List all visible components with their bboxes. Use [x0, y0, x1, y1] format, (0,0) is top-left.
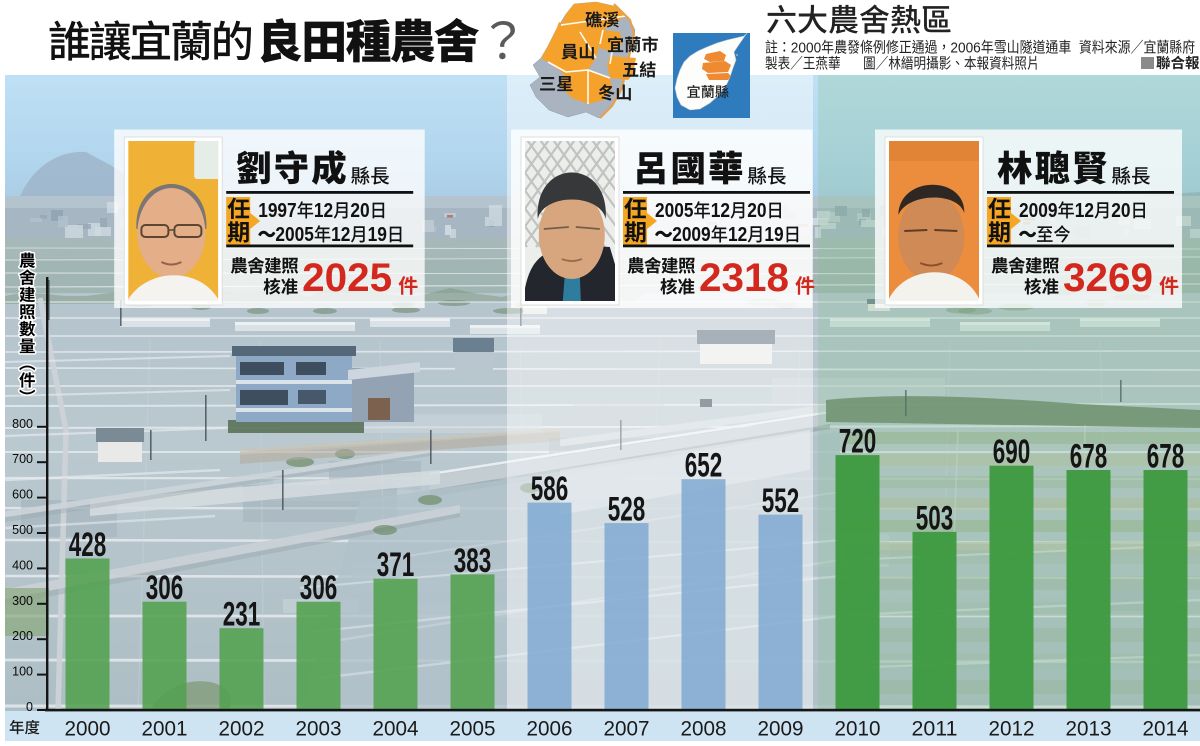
svg-text:2007: 2007	[604, 717, 650, 741]
svg-text:2001: 2001	[142, 717, 188, 741]
svg-text:371: 371	[377, 546, 415, 584]
svg-text:19: 19	[368, 223, 387, 246]
svg-text:12: 12	[728, 223, 747, 246]
svg-text:2005: 2005	[275, 223, 314, 246]
svg-text:306: 306	[146, 569, 184, 607]
svg-text:428: 428	[69, 526, 107, 564]
svg-text:0: 0	[26, 700, 33, 714]
svg-text:20: 20	[747, 199, 766, 222]
svg-text:306: 306	[300, 569, 338, 607]
svg-text:678: 678	[1147, 438, 1185, 476]
svg-text:600: 600	[12, 488, 33, 502]
svg-text:2000: 2000	[65, 717, 111, 741]
svg-text:720: 720	[839, 423, 877, 461]
svg-text:528: 528	[608, 491, 646, 529]
svg-text:678: 678	[1070, 438, 1108, 476]
svg-text:2002: 2002	[219, 717, 265, 741]
svg-text:12: 12	[331, 223, 350, 246]
svg-text:2008: 2008	[681, 717, 727, 741]
svg-text:2004: 2004	[373, 717, 419, 741]
svg-text:800: 800	[12, 417, 33, 431]
svg-text:2000: 2000	[791, 40, 821, 57]
svg-text:1997: 1997	[258, 199, 297, 222]
svg-text:400: 400	[12, 558, 33, 572]
svg-text:100: 100	[12, 665, 33, 679]
svg-text:383: 383	[454, 542, 492, 580]
svg-text:690: 690	[993, 433, 1031, 471]
svg-text:2006: 2006	[950, 40, 980, 57]
svg-text:652: 652	[685, 447, 723, 485]
svg-text:586: 586	[531, 470, 569, 508]
svg-text:12: 12	[711, 199, 730, 222]
svg-text:2011: 2011	[912, 717, 958, 741]
svg-text:2013: 2013	[1066, 717, 1112, 741]
svg-text:300: 300	[12, 594, 33, 608]
svg-text:552: 552	[762, 482, 800, 520]
svg-text:2005: 2005	[655, 199, 694, 222]
svg-text:2010: 2010	[835, 717, 881, 741]
svg-text:20: 20	[350, 199, 369, 222]
svg-text:2009: 2009	[1019, 199, 1058, 222]
svg-text:2012: 2012	[989, 717, 1035, 741]
svg-text:500: 500	[12, 523, 33, 537]
svg-text:700: 700	[12, 452, 33, 466]
svg-text:12: 12	[314, 199, 333, 222]
svg-text:2005: 2005	[450, 717, 496, 741]
svg-text:2318: 2318	[699, 256, 789, 300]
svg-text:200: 200	[12, 629, 33, 643]
svg-text:2009: 2009	[758, 717, 804, 741]
svg-text:231: 231	[223, 596, 261, 634]
svg-text:2003: 2003	[296, 717, 342, 741]
svg-text:2009: 2009	[672, 223, 711, 246]
svg-text:3269: 3269	[1063, 256, 1153, 300]
svg-text:20: 20	[1111, 199, 1130, 222]
svg-text:503: 503	[916, 499, 954, 537]
svg-text:19: 19	[764, 223, 783, 246]
svg-text:2014: 2014	[1143, 717, 1189, 741]
svg-text:2006: 2006	[527, 717, 573, 741]
svg-text:2025: 2025	[302, 256, 392, 300]
svg-text:12: 12	[1075, 199, 1094, 222]
